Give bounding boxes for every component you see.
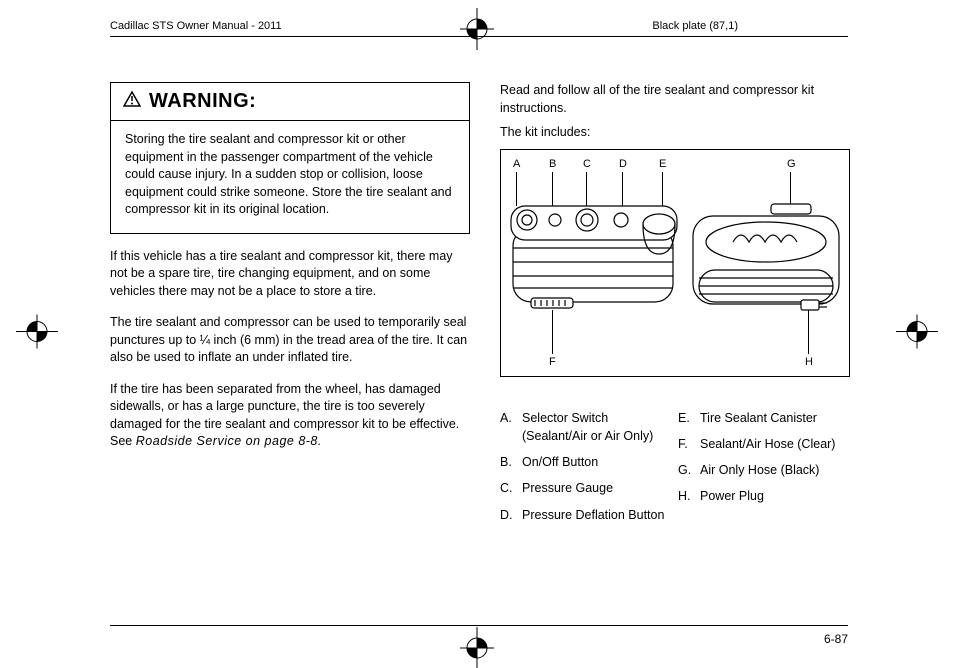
warning-triangle-icon xyxy=(123,91,141,112)
legend-key: D. xyxy=(500,506,522,524)
legend-value: Selector Switch (Sealant/Air or Air Only… xyxy=(522,409,678,445)
legend-value: Sealant/Air Hose (Clear) xyxy=(700,435,856,453)
legend-item-e: E. Tire Sealant Canister xyxy=(678,409,856,427)
header-right: Black plate (87,1) xyxy=(652,20,738,32)
paragraph-3-link: Roadside Service on page 8-8. xyxy=(136,434,322,448)
legend-key: E. xyxy=(678,409,700,427)
legend-item-d: D. Pressure Deflation Button xyxy=(500,506,678,524)
legend-item-g: G. Air Only Hose (Black) xyxy=(678,461,856,479)
legend-item-c: C. Pressure Gauge xyxy=(500,479,678,497)
registration-mark-top xyxy=(457,8,497,55)
legend-value: Tire Sealant Canister xyxy=(700,409,856,427)
registration-mark-bottom xyxy=(457,627,497,668)
warning-title: WARNING: xyxy=(149,90,256,113)
legend-col-right: E. Tire Sealant Canister F. Sealant/Air … xyxy=(678,409,856,532)
registration-mark-right xyxy=(896,312,938,357)
registration-mark-left xyxy=(16,312,58,357)
legend: A. Selector Switch (Sealant/Air or Air O… xyxy=(500,409,856,532)
paragraph-3: If the tire has been separated from the … xyxy=(110,381,470,451)
legend-value: Air Only Hose (Black) xyxy=(700,461,856,479)
legend-item-f: F. Sealant/Air Hose (Clear) xyxy=(678,435,856,453)
legend-item-b: B. On/Off Button xyxy=(500,453,678,471)
legend-item-a: A. Selector Switch (Sealant/Air or Air O… xyxy=(500,409,678,445)
footer-rule xyxy=(110,625,848,626)
paragraph-1: If this vehicle has a tire sealant and c… xyxy=(110,248,470,301)
legend-value: Pressure Gauge xyxy=(522,479,678,497)
legend-key: H. xyxy=(678,487,700,505)
legend-col-left: A. Selector Switch (Sealant/Air or Air O… xyxy=(500,409,678,532)
legend-value: Pressure Deflation Button xyxy=(522,506,678,524)
manual-page: Cadillac STS Owner Manual - 2011 Black p… xyxy=(0,0,954,668)
legend-key: A. xyxy=(500,409,522,445)
right-column: Read and follow all of the tire sealant … xyxy=(500,82,856,532)
compressor-kit-figure: A B C D E G F H xyxy=(500,149,850,377)
legend-key: C. xyxy=(500,479,522,497)
warning-body: Storing the tire sealant and compressor … xyxy=(111,121,469,233)
legend-key: G. xyxy=(678,461,700,479)
intro-text: Read and follow all of the tire sealant … xyxy=(500,82,856,117)
kit-includes-label: The kit includes: xyxy=(500,125,856,139)
warning-box: WARNING: Storing the tire sealant and co… xyxy=(110,82,470,234)
legend-key: B. xyxy=(500,453,522,471)
paragraph-2: The tire sealant and compressor can be u… xyxy=(110,314,470,367)
left-column: WARNING: Storing the tire sealant and co… xyxy=(110,82,470,451)
page-number: 6-87 xyxy=(824,632,848,646)
legend-key: F. xyxy=(678,435,700,453)
legend-value: On/Off Button xyxy=(522,453,678,471)
compressor-kit-illustration xyxy=(501,150,849,376)
legend-item-h: H. Power Plug xyxy=(678,487,856,505)
warning-header: WARNING: xyxy=(111,83,469,121)
legend-value: Power Plug xyxy=(700,487,856,505)
header-left: Cadillac STS Owner Manual - 2011 xyxy=(110,20,282,32)
